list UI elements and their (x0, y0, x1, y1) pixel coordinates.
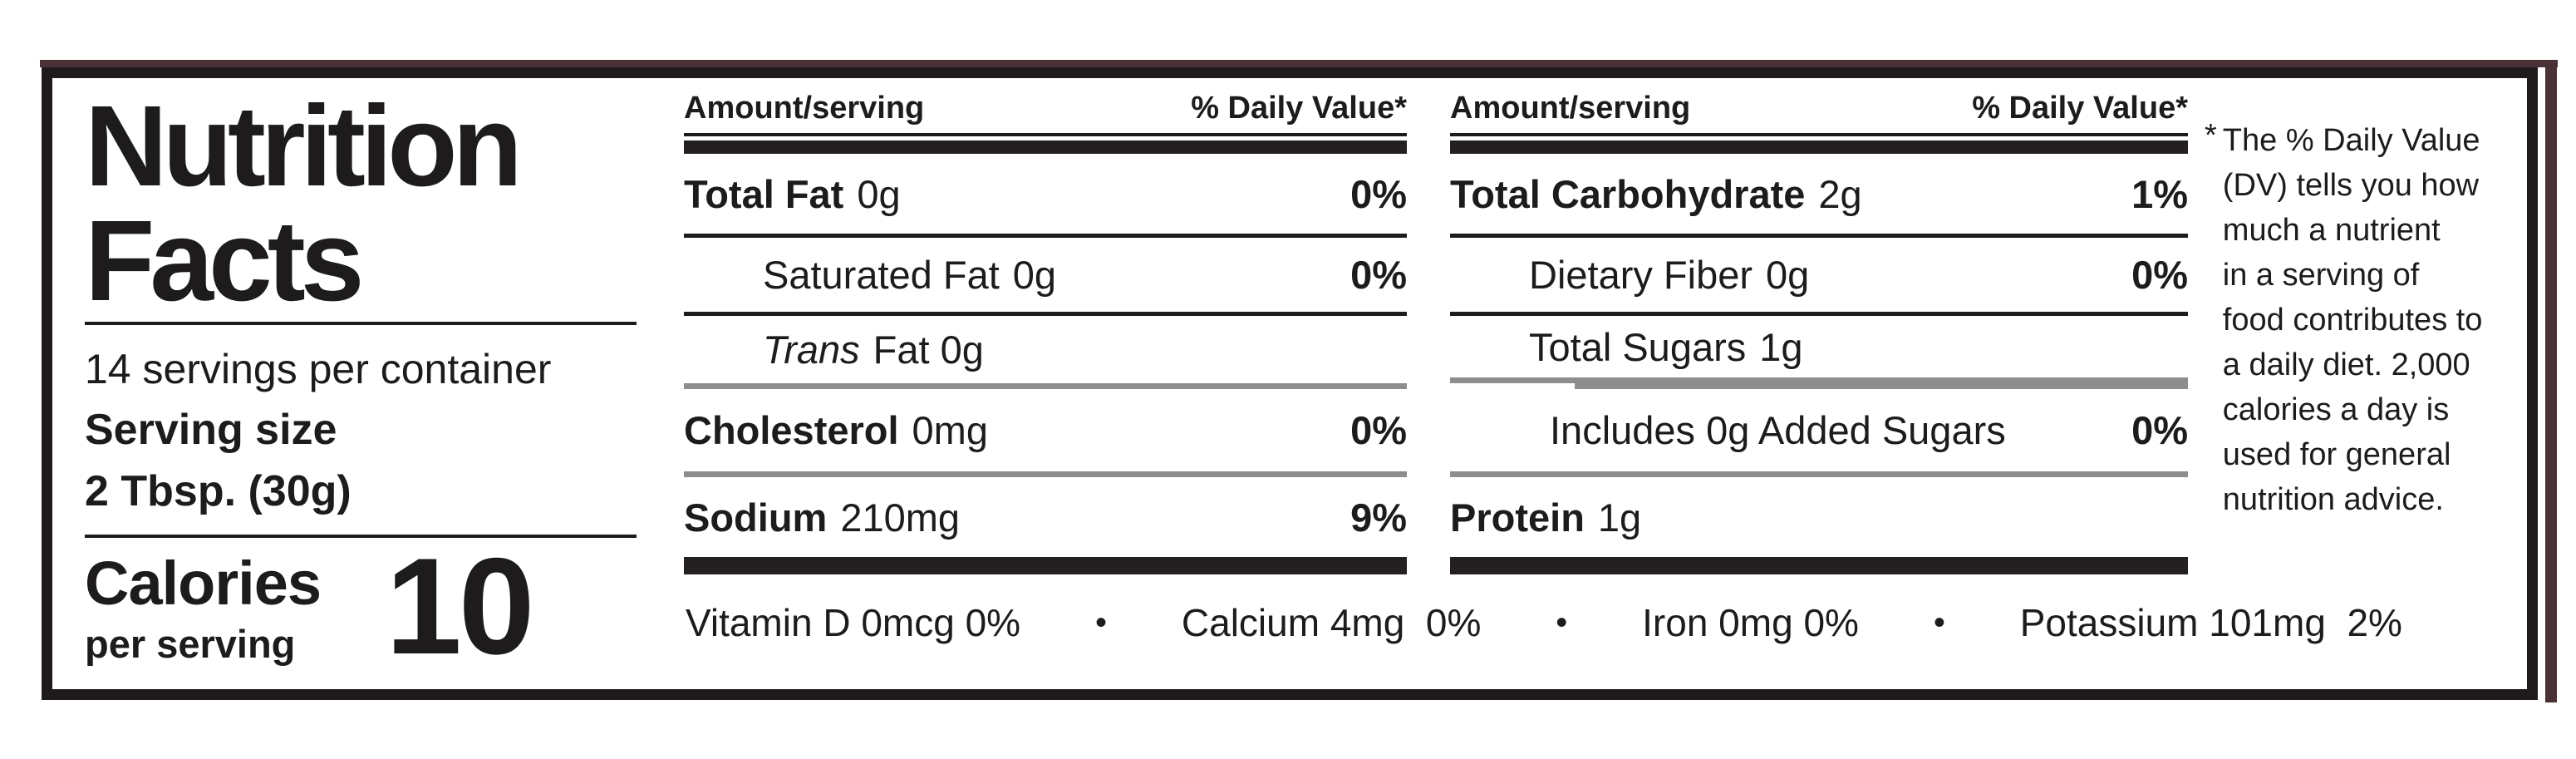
serving-size-value: 2 Tbsp. (30g) (85, 466, 351, 515)
column-2-header: Amount/serving % Daily Value* (1450, 88, 2188, 133)
micronutrient-iron: Iron 0mg 0% (1642, 601, 1859, 644)
daily-value-percent: 0% (1350, 408, 1407, 452)
daily-value-header: % Daily Value* (1191, 91, 1407, 126)
divider (85, 322, 637, 325)
nutrient-name: Cholesterol (684, 408, 899, 452)
bullet-separator: • (1094, 604, 1107, 641)
amount-serving-header: Amount/serving (684, 91, 925, 126)
daily-value-percent: 9% (1350, 495, 1407, 540)
label-title-line2: Facts (85, 197, 365, 325)
servings-per-container: 14 servings per container (85, 346, 552, 392)
nutrient-name: Total Fat (684, 171, 844, 216)
column-1-header: Amount/serving % Daily Value* (684, 88, 1407, 133)
nutrient-amount: 0g (1012, 253, 1057, 297)
packaging-edge-top (40, 60, 2558, 67)
footnote-line: nutrition advice. (2222, 482, 2444, 517)
section-bar (684, 557, 1407, 574)
divider (85, 534, 637, 538)
footnote-line: a daily diet. 2,000 (2222, 347, 2470, 382)
label-title: Nutrition Facts (85, 89, 637, 318)
nutrient-name: Trans (763, 328, 860, 372)
nutrient-column-1: Amount/serving % Daily Value* Total Fat 0… (667, 78, 1407, 574)
daily-value-percent: 0% (1350, 171, 1407, 216)
packaging-edge-right (2545, 60, 2557, 702)
calories-value: 10 (386, 529, 535, 683)
label-title-line1: Nutrition (85, 82, 523, 210)
row-sodium: Sodium 210mg 9% (684, 477, 1407, 557)
footnote-line: in a serving of (2222, 258, 2420, 293)
nutrient-amount: 0g (1766, 253, 1810, 297)
nutrient-amount: 2g (1818, 171, 1862, 216)
nutrient-amount: 0g (857, 171, 901, 216)
daily-value-footnote: * The % Daily Value (DV) tells you how m… (2198, 78, 2527, 689)
nutrient-name: Protein (1450, 495, 1585, 540)
nutrient-name: Dietary Fiber (1529, 253, 1753, 297)
daily-value-percent: 0% (1350, 253, 1407, 297)
row-total-fat: Total Fat 0g 0% (684, 154, 1407, 238)
label-summary-panel: Nutrition Facts 14 servings per containe… (52, 78, 667, 689)
micronutrient-potassium: Potassium 101mg 2% (2019, 601, 2402, 644)
daily-value-header: % Daily Value* (1972, 91, 2188, 126)
daily-value-percent: 0% (2131, 408, 2188, 452)
nutrient-column-2: Amount/serving % Daily Value* Total Carb… (1440, 78, 2188, 574)
row-dietary-fiber: Dietary Fiber 0g 0% (1450, 238, 2188, 316)
divider (684, 133, 1407, 136)
serving-size-label: Serving size (85, 406, 337, 454)
row-total-carbohydrate: Total Carbohydrate 2g 1% (1450, 154, 2188, 238)
calories-per-serving-label: per serving (85, 621, 296, 666)
calories-section: Calories per serving 10 (85, 537, 637, 674)
section-bar (1450, 140, 2188, 154)
bullet-separator: • (1556, 604, 1568, 641)
nutrient-amount: 0mg (912, 408, 988, 452)
divider (1450, 133, 2188, 136)
row-protein: Protein 1g (1450, 477, 2188, 557)
nutrient-name: Includes 0g Added Sugars (1550, 408, 2006, 452)
nutrient-amount: 1g (1759, 324, 1803, 369)
row-trans-fat: Trans Fat 0g (684, 316, 1407, 389)
footnote-line: (DV) tells you how (2222, 168, 2480, 203)
serving-size-block: Serving size 2 Tbsp. (30g) (85, 400, 637, 523)
micronutrient-row: Vitamin D 0mcg 0% • Calcium 4mg 0% • Iro… (667, 568, 2527, 689)
nutrient-amount: 210mg (840, 495, 961, 540)
nutrient-name: Sodium (684, 495, 828, 540)
calories-label: Calories (85, 548, 322, 618)
section-bar (1450, 557, 2188, 574)
micronutrient-vitamin-d: Vitamin D 0mcg 0% (686, 601, 1021, 644)
footnote-line: food contributes to (2222, 303, 2483, 338)
section-bar (684, 140, 1407, 154)
row-saturated-fat: Saturated Fat 0g 0% (684, 238, 1407, 316)
footnote-line: used for general (2222, 437, 2451, 472)
bullet-separator: • (1933, 604, 1945, 641)
footnote-line: The % Daily Value (2222, 123, 2480, 158)
nutrient-name: Total Carbohydrate (1450, 171, 1806, 216)
divider (1575, 383, 2188, 389)
nutrient-name: Total Sugars (1529, 324, 1747, 369)
footnote-text: The % Daily Value (DV) tells you how muc… (2223, 118, 2483, 689)
row-added-sugars: Includes 0g Added Sugars 0% (1450, 389, 2188, 477)
row-cholesterol: Cholesterol 0mg 0% (684, 389, 1407, 477)
nutrient-amount: Fat 0g (873, 328, 984, 372)
footnote-line: calories a day is (2222, 392, 2450, 427)
nutrient-name: Saturated Fat (763, 253, 1000, 297)
nutrition-facts-label: Nutrition Facts 14 servings per containe… (42, 67, 2538, 700)
calories-labels: Calories per serving (85, 548, 322, 667)
nutrient-amount: 1g (1597, 495, 1642, 540)
amount-serving-header: Amount/serving (1450, 91, 1691, 126)
footnote-marker: * (2205, 118, 2217, 153)
daily-value-percent: 0% (2131, 253, 2188, 297)
row-total-sugars: Total Sugars 1g (1450, 316, 2188, 383)
footnote-line: much a nutrient (2222, 213, 2441, 248)
micronutrient-calcium: Calcium 4mg 0% (1181, 601, 1482, 644)
daily-value-percent: 1% (2131, 171, 2188, 216)
